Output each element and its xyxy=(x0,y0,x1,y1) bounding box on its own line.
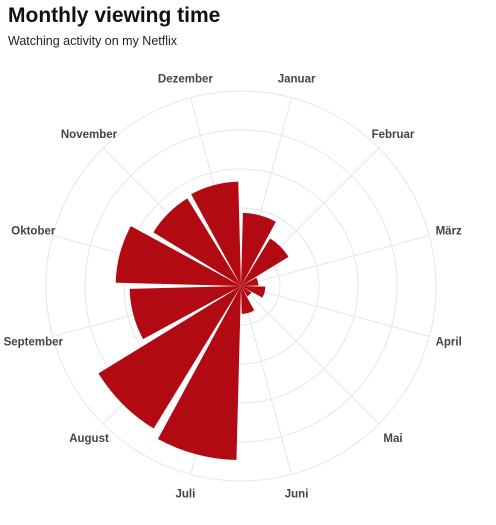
grid-spoke xyxy=(240,285,292,475)
bar-oktober xyxy=(115,226,241,286)
month-label: Juli xyxy=(175,489,195,501)
bar-juli xyxy=(157,286,241,461)
month-label: Mai xyxy=(383,433,402,445)
bar-märz xyxy=(241,277,259,286)
grid-ring xyxy=(201,246,281,326)
grid-spoke xyxy=(240,235,430,287)
month-label: Februar xyxy=(372,129,415,141)
month-label: Januar xyxy=(278,73,316,85)
month-label: März xyxy=(436,225,462,237)
grid-spoke xyxy=(240,285,380,425)
month-label: April xyxy=(436,337,462,349)
bar-juni xyxy=(241,286,255,314)
grid-ring xyxy=(45,90,437,482)
bar-november xyxy=(153,198,241,286)
grid-ring xyxy=(123,168,359,404)
bar-februar xyxy=(241,238,289,286)
chart-title: Monthly viewing time xyxy=(8,4,221,27)
bar-april xyxy=(241,286,266,298)
month-label: Dezember xyxy=(158,73,213,85)
grid-ring xyxy=(84,129,398,443)
bars xyxy=(98,181,289,461)
month-label: Oktober xyxy=(11,225,56,237)
chart-subtitle: Watching activity on my Netflix xyxy=(8,34,178,48)
bar-januar xyxy=(241,212,276,286)
bar-august xyxy=(98,286,242,429)
month-labels: Januar Februar März April Mai Juni Juli August S… xyxy=(4,73,462,500)
grid-spoke xyxy=(240,285,430,337)
bar-dezember xyxy=(191,181,241,286)
month-label: November xyxy=(61,129,118,141)
month-label: August xyxy=(69,433,109,445)
bar-mai xyxy=(241,286,252,297)
month-label: Juni xyxy=(285,489,309,501)
bar-september xyxy=(129,286,241,340)
month-label: September xyxy=(4,337,64,349)
grid-ring xyxy=(162,207,320,365)
